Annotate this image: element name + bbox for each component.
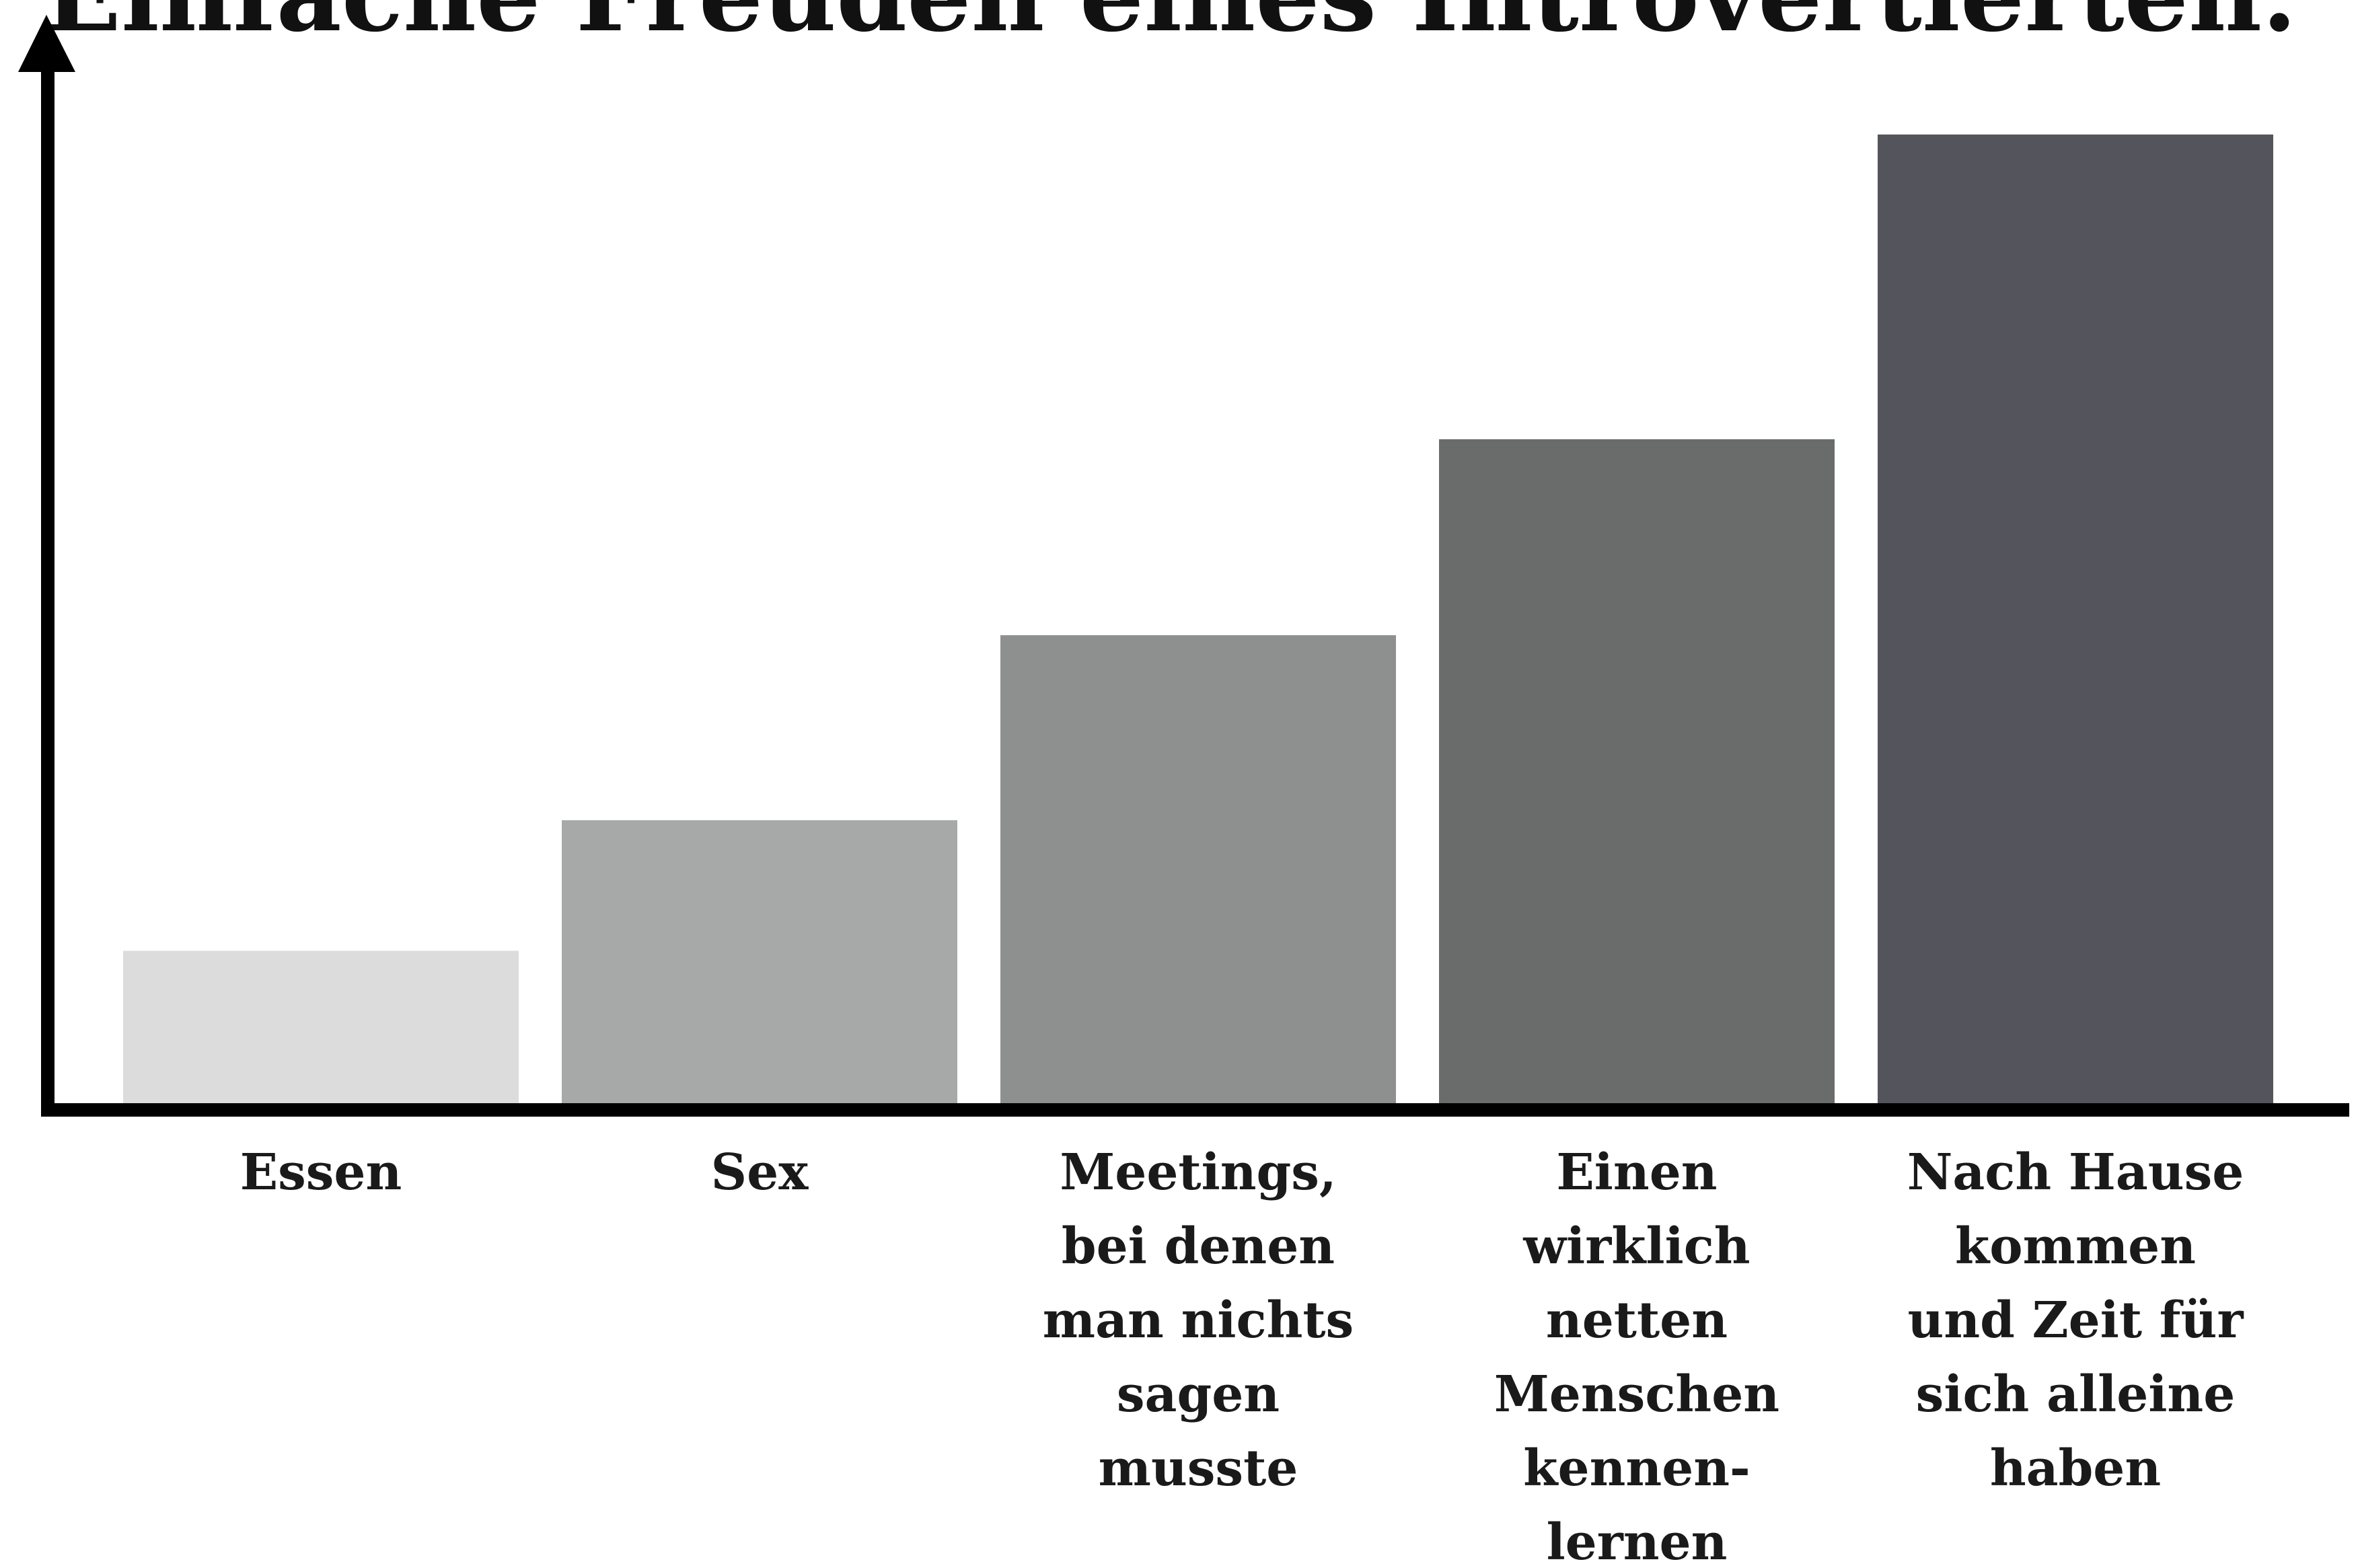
bar bbox=[123, 950, 519, 1103]
x-tick-label: Einen wirklich netten Menschen kennen- l… bbox=[1494, 1144, 1780, 1568]
x-tick-label: Nach Hause kommen und Zeit für sich alle… bbox=[1907, 1144, 2244, 1497]
y-axis-arrow bbox=[18, 15, 75, 72]
bar bbox=[562, 820, 957, 1103]
x-tick-label: Sex bbox=[710, 1144, 809, 1201]
x-tick-label: Essen bbox=[240, 1144, 402, 1201]
bar bbox=[1878, 134, 2273, 1104]
x-tick-label: Meetings, bei denen man nichts sagen mus… bbox=[1042, 1144, 1354, 1497]
bar bbox=[1000, 635, 1396, 1103]
bar bbox=[1439, 439, 1835, 1103]
chart-title: Einfache Freuden eines Introvertierten. bbox=[44, 0, 2297, 54]
